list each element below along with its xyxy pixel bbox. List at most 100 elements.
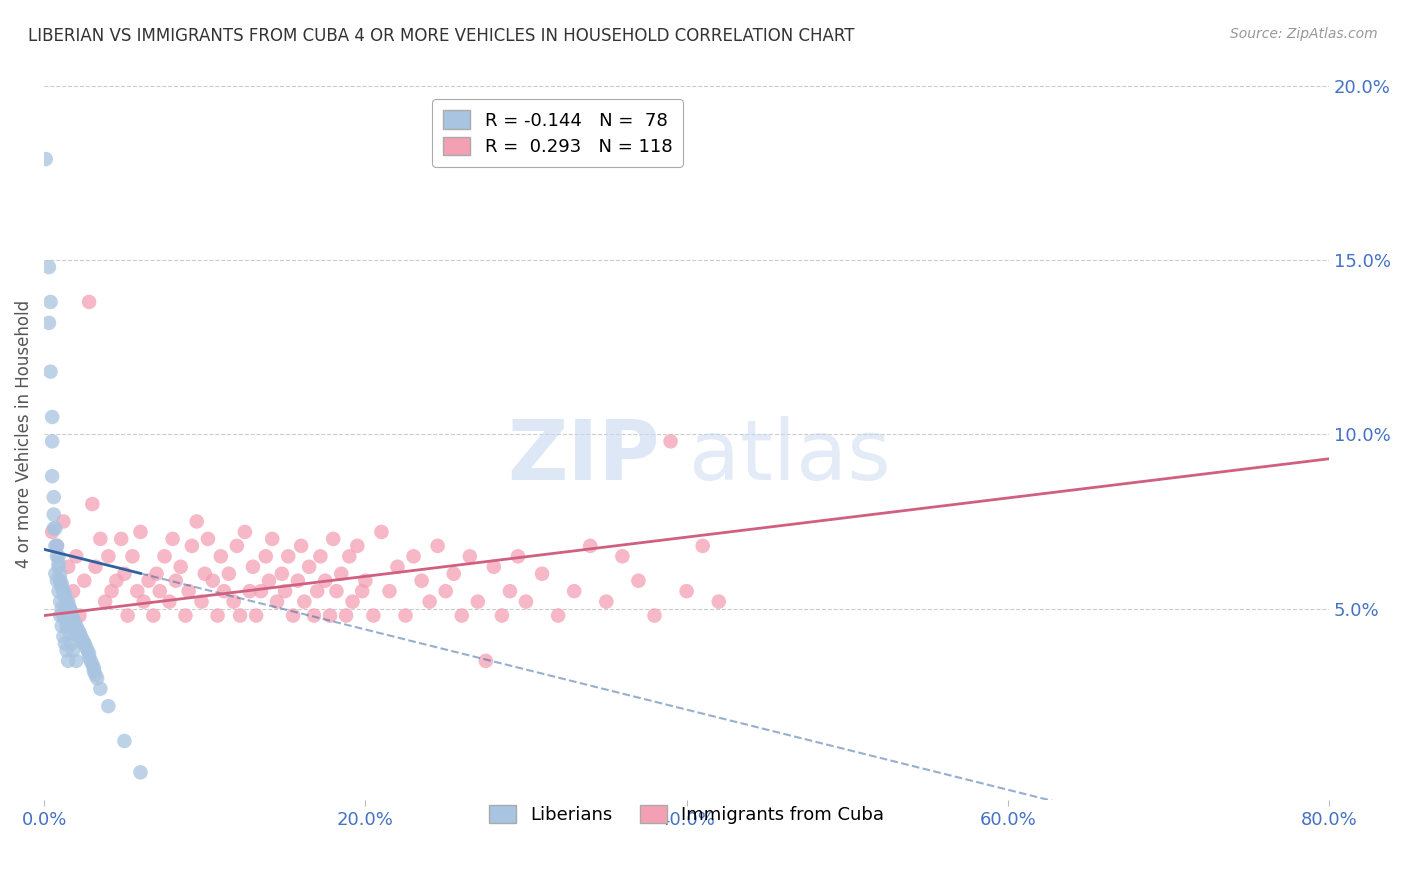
Point: [458, 549, 481, 564]
Point: [245, 608, 267, 623]
Point: [46, 539, 69, 553]
Point: [302, 608, 325, 623]
Point: [233, 524, 256, 539]
Point: [53, 612, 76, 626]
Y-axis label: 4 or more Vehicles in Household: 4 or more Vehicles in Household: [15, 301, 32, 568]
Point: [394, 608, 416, 623]
Point: [53, 636, 76, 650]
Point: [80, 654, 103, 668]
Point: [77, 650, 100, 665]
Point: [83, 665, 105, 679]
Point: [72, 632, 94, 647]
Point: [100, 584, 122, 599]
Point: [201, 574, 224, 588]
Point: [257, 574, 280, 588]
Point: [378, 584, 401, 599]
Point: [38, 316, 60, 330]
Point: [73, 574, 96, 588]
Point: [55, 601, 77, 615]
Point: [86, 671, 108, 685]
Point: [55, 594, 77, 608]
Point: [49, 608, 72, 623]
Point: [41, 409, 63, 424]
Point: [153, 549, 176, 564]
Point: [402, 549, 425, 564]
Point: [69, 626, 91, 640]
Point: [39, 295, 62, 310]
Point: [83, 661, 105, 675]
Point: [659, 434, 682, 449]
Text: Source: ZipAtlas.com: Source: ZipAtlas.com: [1230, 27, 1378, 41]
Point: [277, 549, 299, 564]
Text: ZIP: ZIP: [508, 416, 659, 497]
Point: [595, 594, 617, 608]
Point: [51, 581, 73, 595]
Point: [82, 497, 104, 511]
Point: [443, 566, 465, 581]
Point: [491, 608, 513, 623]
Point: [58, 559, 80, 574]
Point: [51, 577, 73, 591]
Point: [62, 643, 84, 657]
Point: [84, 667, 107, 681]
Point: [117, 608, 139, 623]
Point: [627, 574, 650, 588]
Point: [287, 574, 309, 588]
Point: [49, 574, 72, 588]
Point: [547, 608, 569, 623]
Point: [212, 584, 235, 599]
Point: [149, 584, 172, 599]
Point: [69, 626, 91, 640]
Point: [51, 619, 73, 633]
Point: [82, 657, 104, 672]
Point: [62, 612, 84, 626]
Point: [44, 566, 66, 581]
Point: [515, 594, 537, 608]
Point: [562, 584, 585, 599]
Point: [105, 574, 128, 588]
Point: [467, 594, 489, 608]
Point: [58, 594, 80, 608]
Point: [434, 584, 457, 599]
Point: [129, 765, 152, 780]
Point: [707, 594, 730, 608]
Point: [352, 584, 374, 599]
Point: [58, 654, 80, 668]
Point: [644, 608, 666, 623]
Point: [145, 566, 167, 581]
Point: [322, 532, 344, 546]
Point: [65, 623, 87, 637]
Point: [531, 566, 554, 581]
Point: [262, 532, 284, 546]
Point: [46, 539, 69, 553]
Point: [190, 594, 212, 608]
Point: [165, 574, 187, 588]
Point: [266, 594, 288, 608]
Point: [42, 508, 65, 522]
Point: [337, 549, 360, 564]
Point: [370, 524, 392, 539]
Point: [55, 619, 77, 633]
Point: [41, 524, 63, 539]
Point: [270, 566, 292, 581]
Point: [290, 539, 312, 553]
Point: [121, 549, 143, 564]
Point: [354, 574, 377, 588]
Point: [450, 608, 472, 623]
Point: [52, 584, 75, 599]
Point: [229, 608, 252, 623]
Point: [180, 539, 202, 553]
Point: [58, 619, 80, 633]
Point: [506, 549, 529, 564]
Point: [319, 608, 342, 623]
Point: [346, 539, 368, 553]
Point: [73, 636, 96, 650]
Point: [41, 469, 63, 483]
Point: [307, 584, 329, 599]
Point: [411, 574, 433, 588]
Point: [51, 601, 73, 615]
Point: [73, 636, 96, 650]
Point: [60, 605, 83, 619]
Point: [692, 539, 714, 553]
Point: [63, 623, 86, 637]
